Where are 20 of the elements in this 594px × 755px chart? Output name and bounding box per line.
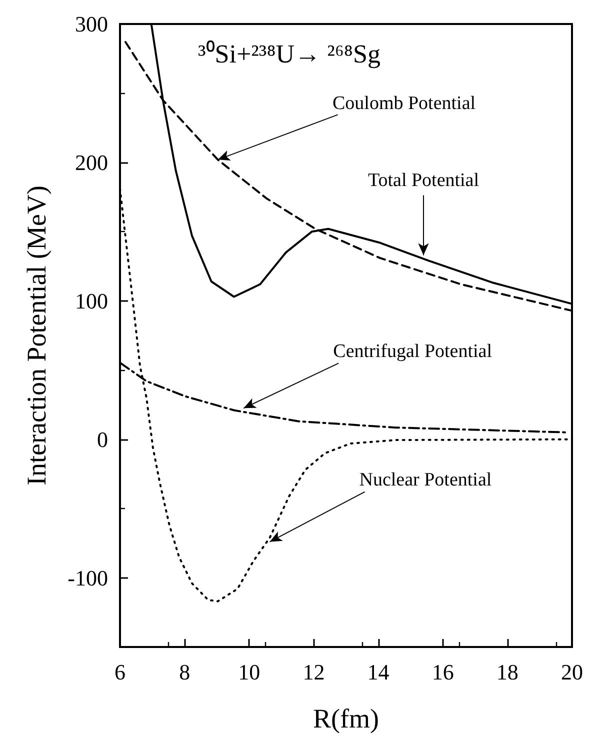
x-tick-label: 18: [496, 660, 518, 684]
annotation: Centrifugal Potential: [333, 341, 492, 362]
y-tick-label: 300: [75, 12, 108, 36]
x-axis-title: R(fm): [313, 704, 379, 734]
x-tick-label: 14: [367, 660, 390, 684]
y-tick-label: -100: [68, 565, 108, 590]
text: ³⁰Si+²³⁸U→ ²⁶⁸Sg: [198, 40, 380, 68]
annotation: Total Potential: [368, 170, 480, 192]
x-tick-label: 20: [561, 660, 583, 684]
x-tick-label: 6: [114, 660, 126, 684]
annotation: Nuclear Potential: [359, 469, 492, 490]
x-tick-label: 8: [179, 660, 190, 684]
y-tick-label: 100: [75, 288, 108, 314]
y-tick-label: 200: [75, 150, 108, 175]
x-tick-label: 16: [432, 660, 454, 684]
y-tick-label: 0: [97, 426, 108, 452]
y-axis-title: Interaction Potential (MeV): [22, 186, 52, 486]
annotation: Coulomb Potential: [332, 92, 476, 114]
x-tick-label: 10: [238, 660, 260, 684]
x-tick-label: 12: [302, 660, 325, 684]
